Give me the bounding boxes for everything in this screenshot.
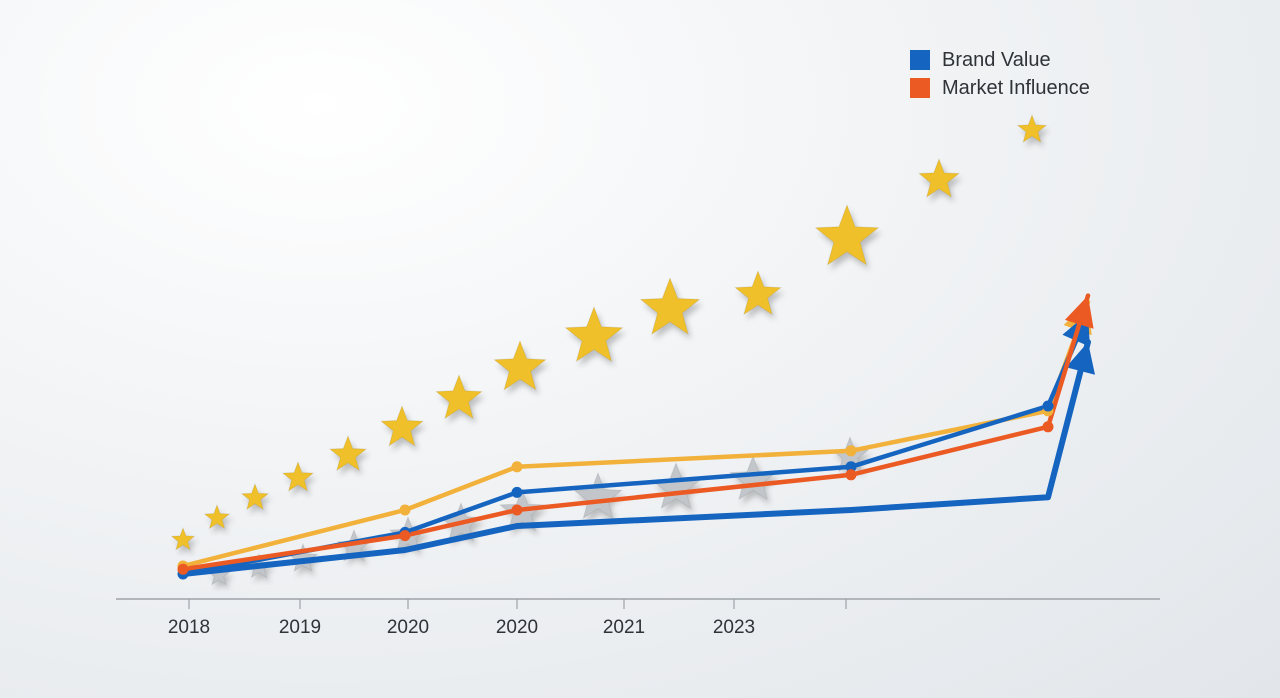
- x-tick-label: 2020: [496, 617, 538, 638]
- legend-swatch-brand-value: [910, 50, 930, 70]
- brand-value-line: [180, 310, 1091, 577]
- x-tick-label: 2018: [168, 617, 210, 638]
- gold-star: [733, 269, 783, 316]
- market-influence-line-point: [399, 530, 411, 542]
- market-influence-line-point: [177, 563, 189, 575]
- x-tick-label: 2021: [603, 617, 645, 638]
- brand-value-line-point: [511, 486, 523, 498]
- gold-star: [917, 157, 961, 199]
- gold-star: [492, 339, 548, 391]
- gold-series-line-point: [511, 461, 523, 473]
- gold-star: [203, 503, 231, 530]
- gold-series-line-point: [845, 445, 857, 457]
- market-influence-line-arrowhead: [1064, 295, 1094, 329]
- legend: Brand Value Market Influence: [910, 46, 1090, 102]
- legend-swatch-market-influence: [910, 78, 930, 98]
- gold-star: [639, 276, 701, 336]
- gold-series-line-point: [399, 504, 411, 516]
- lower-series-line: [180, 339, 1091, 577]
- market-influence-line-point: [845, 469, 857, 481]
- brand-value-line-point: [845, 461, 857, 473]
- legend-label-market-influence: Market Influence: [942, 76, 1090, 99]
- gold-star: [564, 305, 624, 363]
- gold-star: [240, 482, 270, 511]
- x-tick-label: 2020: [387, 617, 429, 638]
- market-influence-line-point: [1042, 421, 1054, 433]
- gold-star: [434, 373, 484, 420]
- gold-star: [814, 203, 880, 266]
- market-influence-line-point: [511, 504, 523, 516]
- x-tick-label: 2023: [713, 617, 755, 638]
- silver-star: [572, 471, 624, 520]
- legend-label-brand-value: Brand Value: [942, 48, 1051, 71]
- lower-series-line-arrowhead: [1066, 342, 1095, 375]
- gold-star: [1016, 113, 1048, 144]
- gold-star: [379, 404, 425, 447]
- legend-item-brand-value: Brand Value: [910, 46, 1090, 74]
- market-influence-line: [180, 293, 1091, 572]
- x-tick-label: 2019: [279, 617, 321, 638]
- silver-star: [650, 461, 702, 510]
- gold-star: [328, 434, 368, 472]
- gold-star: [170, 526, 196, 551]
- brand-value-line-point: [1042, 400, 1054, 412]
- gold-star: [281, 460, 315, 493]
- legend-item-market-influence: Market Influence: [910, 74, 1090, 102]
